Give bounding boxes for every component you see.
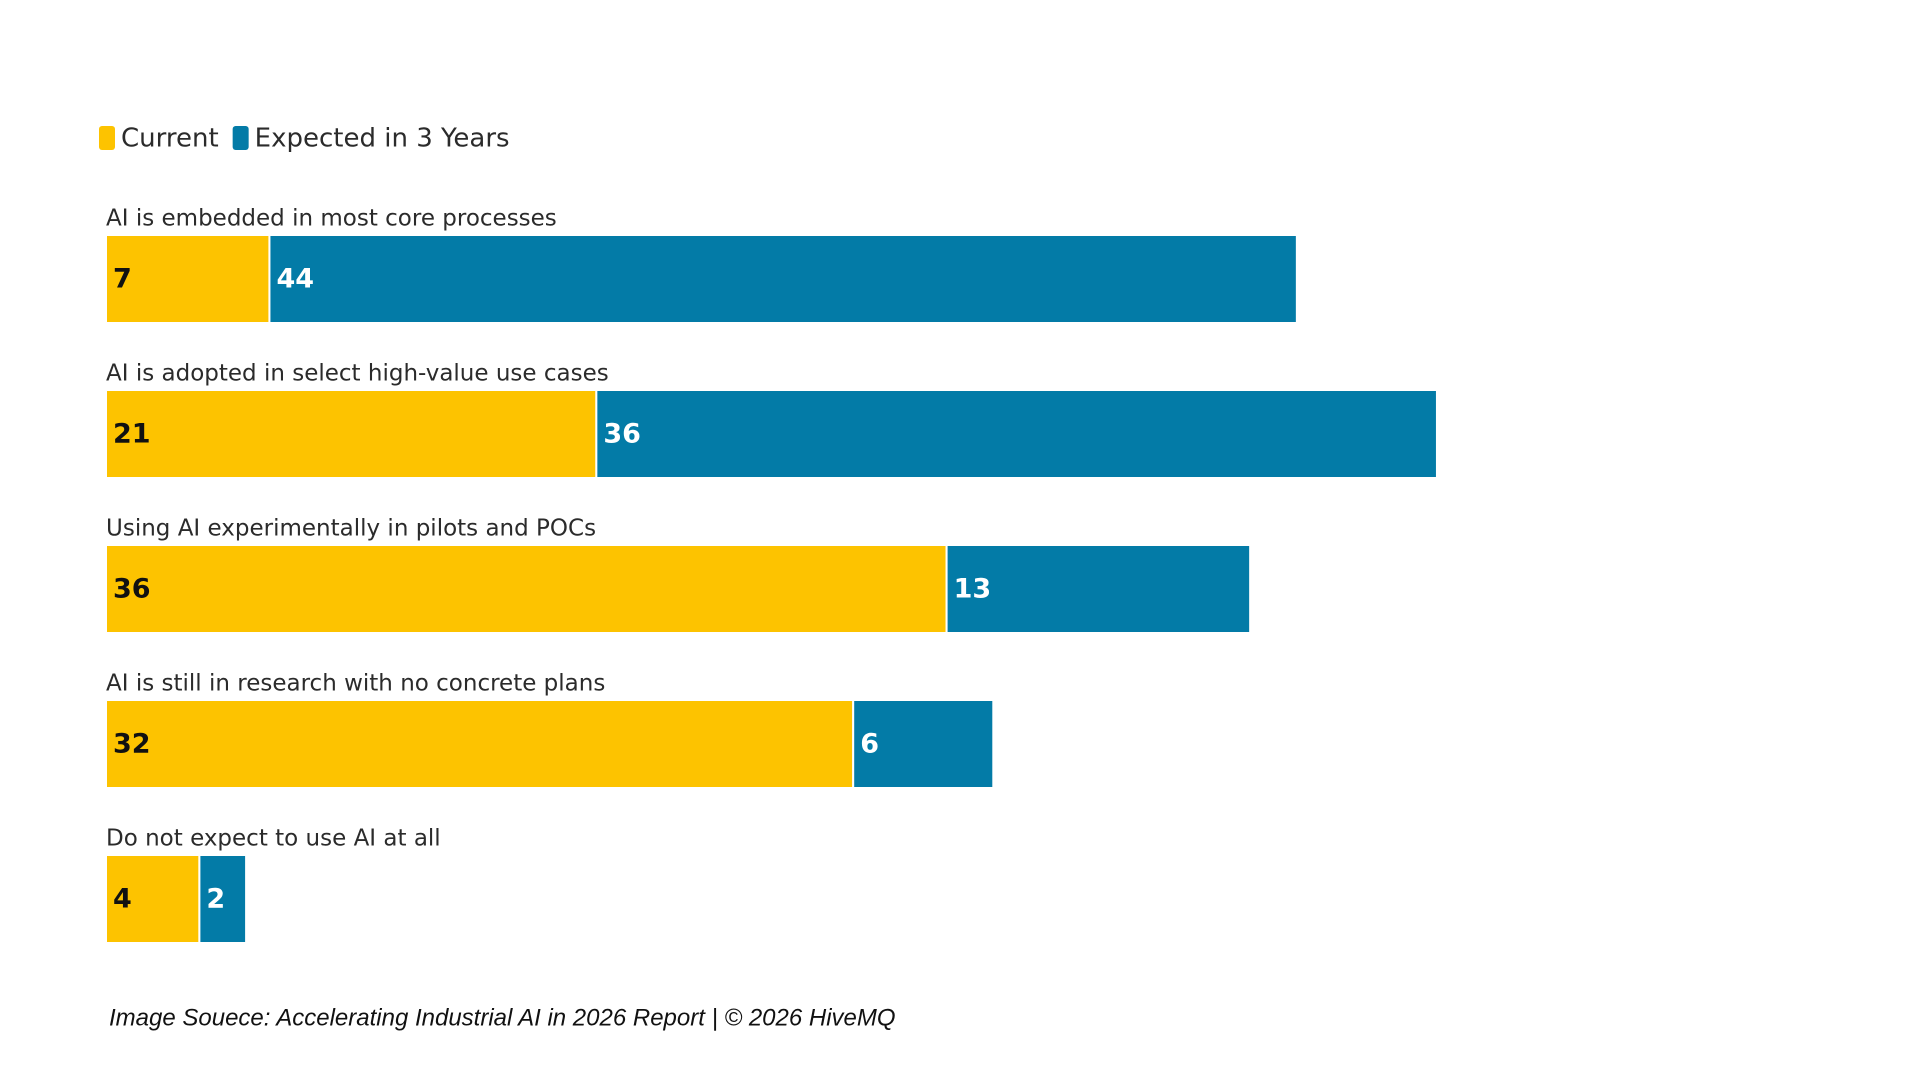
value-label: 32 <box>113 729 151 760</box>
legend-label: Expected in 3 Years <box>255 124 510 154</box>
category-label: AI is still in research with no concrete… <box>106 671 605 697</box>
value-label: 36 <box>113 574 151 605</box>
value-label: 13 <box>954 574 992 605</box>
bar-segment <box>595 389 1438 479</box>
value-label: 4 <box>113 884 132 915</box>
value-label: 6 <box>860 729 879 760</box>
bar-segment <box>105 389 598 479</box>
category-label: Using AI experimentally in pilots and PO… <box>106 516 596 542</box>
value-label: 36 <box>603 419 641 450</box>
bar-segment <box>105 699 855 789</box>
bar-segment <box>105 854 201 944</box>
source-note: Image Souece: Accelerating Industrial AI… <box>109 1004 896 1031</box>
value-label: 7 <box>113 264 132 295</box>
bar-segment <box>198 854 248 944</box>
legend-swatch <box>99 126 115 150</box>
bar-segment <box>852 699 995 789</box>
legend-swatch <box>232 126 249 150</box>
bar-segment <box>105 234 271 324</box>
bar-segment <box>945 544 1252 634</box>
bar-segment <box>268 234 1298 324</box>
value-label: 2 <box>206 884 225 915</box>
bar-segment <box>105 544 948 634</box>
category-label: AI is adopted in select high-value use c… <box>106 361 609 387</box>
category-label: Do not expect to use AI at all <box>106 826 441 852</box>
value-label: 21 <box>113 419 151 450</box>
value-label: 44 <box>276 264 314 295</box>
legend-label: Current <box>121 124 219 154</box>
category-label: AI is embedded in most core processes <box>106 206 557 232</box>
